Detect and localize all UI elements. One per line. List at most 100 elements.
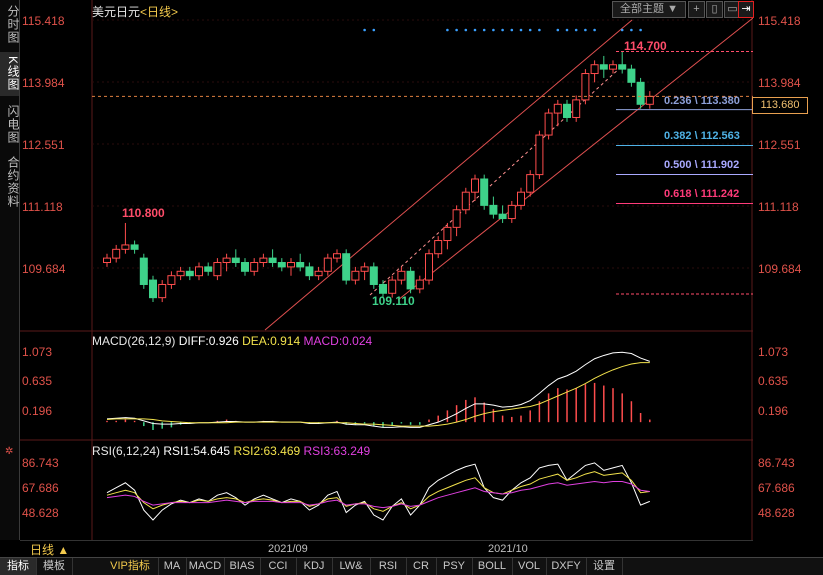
tab-cci[interactable]: CCI <box>260 558 297 575</box>
candle-up <box>287 262 295 268</box>
tab-rsi[interactable]: RSI <box>370 558 407 575</box>
tab-lw[interactable]: LW& <box>332 558 371 575</box>
y-label-right: 113.984 <box>758 76 801 90</box>
period-selector[interactable]: 日线 ▲ <box>30 543 70 557</box>
rsi-y-label: 86.743 <box>758 456 795 470</box>
candle-up <box>581 73 590 101</box>
y-label-left: 113.984 <box>22 76 65 90</box>
macd-dea-line <box>106 362 650 427</box>
signal-dot <box>473 28 477 32</box>
fib-0382-label: 0.382 \ 112.563 <box>664 130 740 142</box>
tab-vol[interactable]: VOL <box>512 558 547 575</box>
zoom-in-icon[interactable]: + <box>688 1 705 18</box>
candle-up <box>434 240 443 255</box>
macd-panel <box>106 351 651 430</box>
signal-dot <box>482 28 486 32</box>
candle-down <box>627 68 636 83</box>
x-axis: 2021/09 2021/10 <box>20 540 753 557</box>
window-icon[interactable]: ▭ <box>724 1 741 18</box>
tab-bias[interactable]: BIAS <box>224 558 261 575</box>
view-kline-button[interactable]: K线图 <box>0 52 20 96</box>
tab-vip-indicators[interactable]: VIP指标 <box>102 558 159 575</box>
rsi3-line <box>106 481 650 509</box>
gear-icon[interactable]: ✲ <box>5 446 14 457</box>
candle-up <box>461 191 470 211</box>
macd-y-label: 1.073 <box>758 345 789 359</box>
chart-canvas[interactable] <box>20 0 753 540</box>
macd-diff-value: DIFF:0.926 <box>178 334 239 348</box>
signal-dot <box>446 28 449 32</box>
candle-up <box>360 266 369 272</box>
rsi-y-label: 48.628 <box>758 506 795 520</box>
candle-up <box>176 270 185 277</box>
tab-cr[interactable]: CR <box>406 558 437 575</box>
signal-dot <box>528 28 532 32</box>
candle-up <box>645 95 654 105</box>
tab-ma[interactable]: MA <box>158 558 187 575</box>
candlestick-series <box>103 28 654 303</box>
tab-settings[interactable]: 设置 <box>586 558 623 575</box>
tab-kdj[interactable]: KDJ <box>296 558 333 575</box>
rsi1-value: RSI1:54.645 <box>163 444 231 458</box>
candle-down <box>618 64 627 70</box>
signal-dot <box>519 28 523 32</box>
exit-fullscreen-icon[interactable]: ⇥ <box>738 1 754 18</box>
theme-dropdown[interactable]: 全部主题 ▼ <box>612 1 686 18</box>
signal-dot <box>501 28 504 32</box>
candle-up <box>397 270 406 281</box>
x-label: 2021/10 <box>488 543 528 555</box>
macd-header: MACD(26,12,9) DIFF:0.926 DEA:0.914 MACD:… <box>92 334 372 348</box>
macd-diff-line <box>106 351 650 428</box>
y-label-right: 109.684 <box>758 262 802 276</box>
candle-down <box>305 266 314 277</box>
candle-down <box>599 64 608 70</box>
tab-macd[interactable]: MACD <box>186 558 225 575</box>
signal-dot <box>372 28 376 32</box>
tab-psy[interactable]: PSY <box>436 558 473 575</box>
candle-up <box>314 270 323 277</box>
candle-down <box>480 178 489 206</box>
macd-y-label: 0.196 <box>22 404 53 418</box>
candle-down <box>185 270 194 277</box>
rsi1-line <box>106 462 650 521</box>
rsi2-line <box>106 471 650 512</box>
view-mode-rail: 分时图 K线图 闪电图 合约资料 <box>0 0 20 540</box>
candle-down <box>231 257 240 264</box>
candle-up <box>443 226 452 242</box>
candle-up <box>333 253 341 259</box>
chart-title: 美元日元<日线> <box>92 3 178 20</box>
candle-up <box>259 257 268 264</box>
candle-up <box>103 257 111 264</box>
view-flash-button[interactable]: 闪电图 <box>6 104 20 144</box>
view-contract-info-button[interactable]: 合约资料 <box>6 156 20 208</box>
layout-icon[interactable]: ▯ <box>706 1 723 18</box>
channel-lower-line <box>397 17 753 301</box>
candle-down <box>130 244 139 250</box>
candle-down <box>406 270 415 290</box>
candle-up <box>507 204 516 220</box>
tab-indicators[interactable]: 指标 <box>0 558 37 575</box>
tab-dxfy[interactable]: DXFY <box>546 558 587 575</box>
tab-templates[interactable]: 模板 <box>36 558 73 575</box>
swing-line <box>369 67 621 296</box>
candle-up <box>167 275 176 285</box>
y-label-right: 112.551 <box>758 138 801 152</box>
current-price-tag: 113.680 <box>752 97 808 114</box>
view-intraday-button[interactable]: 分时图 <box>6 4 20 44</box>
trend-channel <box>264 17 753 331</box>
y-label-left: 111.118 <box>22 200 63 214</box>
candle-up <box>388 279 397 294</box>
fib-0236-label: 0.236 \ 113.380 <box>664 95 740 107</box>
candle-up <box>526 174 535 193</box>
signal-dot <box>510 28 514 32</box>
candle-down <box>139 257 148 285</box>
tab-boll[interactable]: BOLL <box>472 558 513 575</box>
candle-down <box>369 266 378 285</box>
signal-dot <box>584 28 587 32</box>
candle-down <box>277 262 286 268</box>
signal-dot <box>639 28 642 32</box>
signal-dot <box>620 28 624 32</box>
channel-upper-line <box>264 19 633 331</box>
candle-down <box>379 283 387 294</box>
macd-y-label: 0.635 <box>22 374 53 388</box>
